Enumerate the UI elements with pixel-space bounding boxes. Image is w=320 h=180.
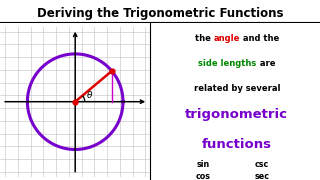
Text: and the: and the bbox=[240, 34, 279, 43]
Text: the: the bbox=[195, 34, 213, 43]
Text: cos: cos bbox=[196, 172, 211, 180]
Text: csc: csc bbox=[255, 160, 269, 169]
Text: are: are bbox=[257, 59, 275, 68]
Text: trigonometric: trigonometric bbox=[185, 108, 288, 121]
Text: sin: sin bbox=[197, 160, 210, 169]
Text: related by several: related by several bbox=[194, 84, 280, 93]
Text: θ: θ bbox=[87, 91, 92, 100]
Text: functions: functions bbox=[202, 138, 272, 151]
Text: sec: sec bbox=[254, 172, 269, 180]
Text: side lengths: side lengths bbox=[198, 59, 257, 68]
Text: Deriving the Trigonometric Functions: Deriving the Trigonometric Functions bbox=[37, 6, 283, 20]
Text: angle: angle bbox=[213, 34, 240, 43]
